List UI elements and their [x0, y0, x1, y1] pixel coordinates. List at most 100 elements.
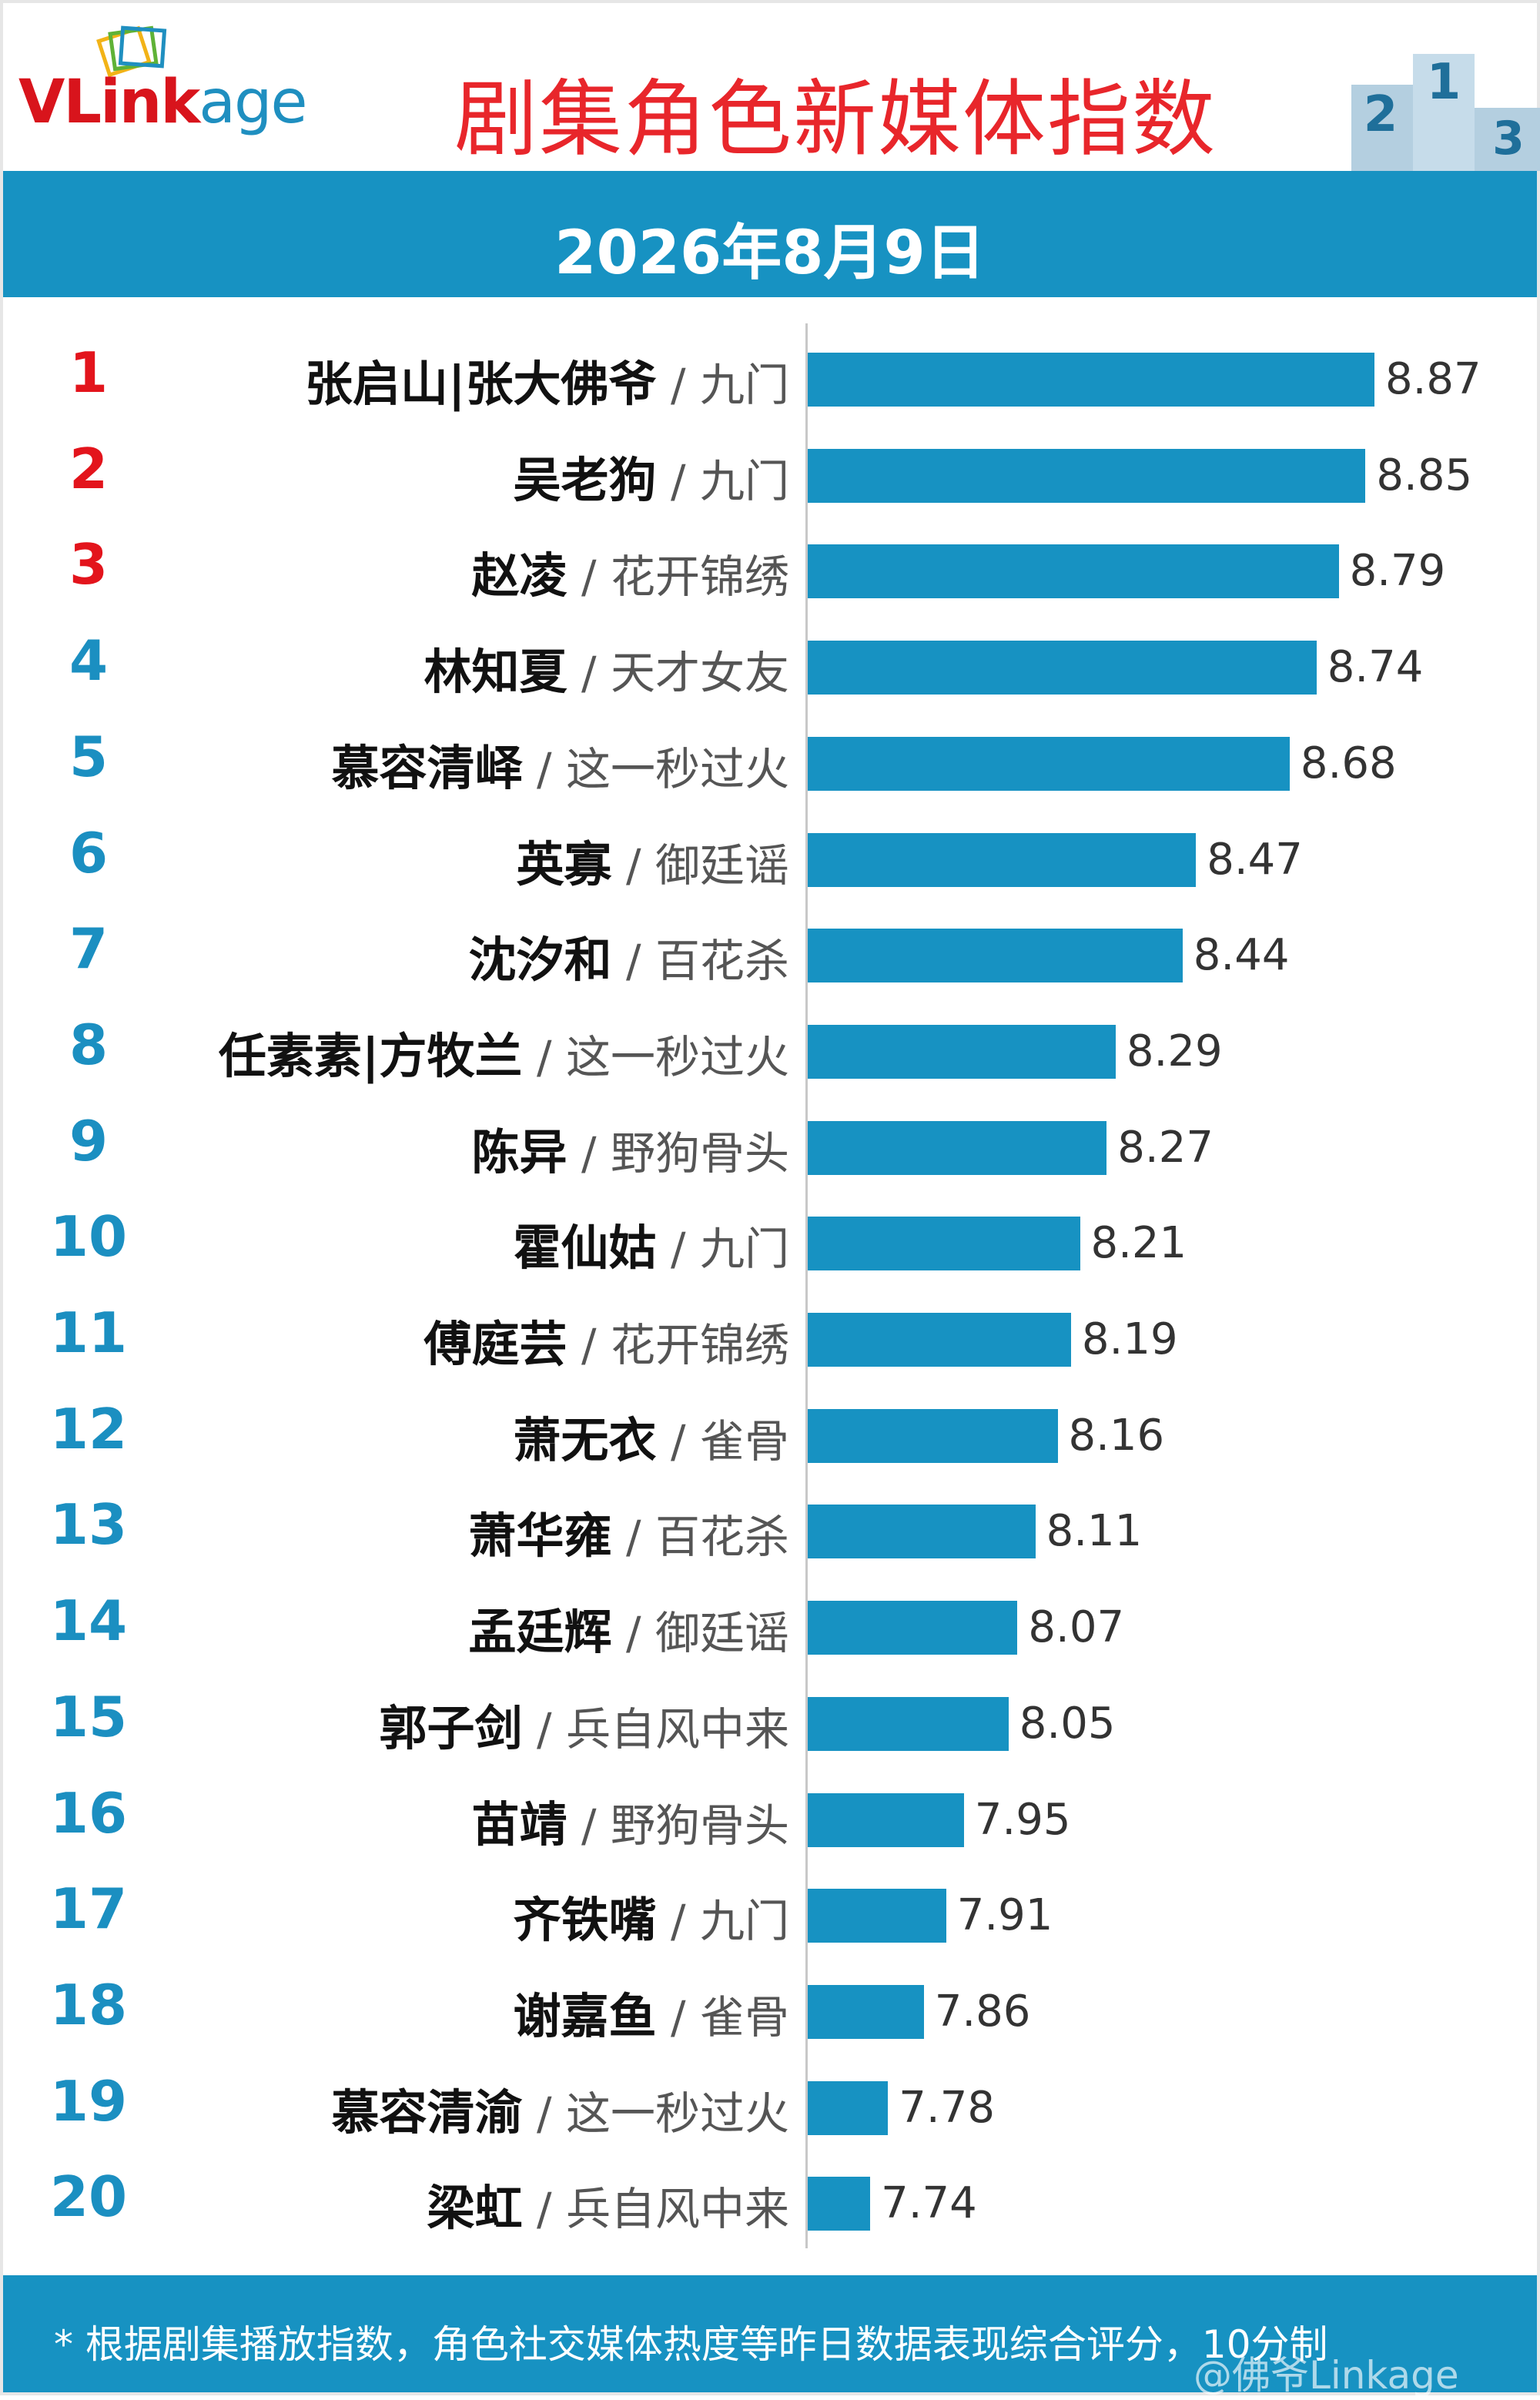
rank-number: 18	[49, 1972, 128, 2037]
data-label: 8.47	[1207, 834, 1303, 885]
category-label: 林知夏 / 天才女友	[424, 633, 789, 702]
drama-name: 兵自风中来	[565, 1702, 789, 1756]
drama-name: 九门	[699, 1223, 789, 1276]
category-label: 孟廷辉 / 御廷谣	[469, 1593, 789, 1662]
data-label: 8.05	[1019, 1698, 1116, 1749]
label-separator: /	[567, 1799, 611, 1852]
rank-number: 14	[49, 1588, 128, 1654]
label-separator: /	[522, 742, 566, 795]
rank-number: 13	[49, 1492, 128, 1558]
chart-row: 3 赵凌 / 花开锦绣 8.79	[0, 515, 1540, 611]
bar	[808, 929, 1183, 983]
drama-name: 雀骨	[699, 1990, 789, 2044]
category-label: 苗靖 / 野狗骨头	[472, 1786, 789, 1855]
role-name: 梁虹	[427, 2180, 523, 2237]
chart-row: 14 孟廷辉 / 御廷谣 8.07	[0, 1572, 1540, 1667]
drama-name: 花开锦绣	[610, 551, 789, 604]
rank-number: 20	[49, 2164, 128, 2230]
label-separator: /	[567, 551, 611, 604]
chart-row: 11 傅庭芸 / 花开锦绣 8.19	[0, 1284, 1540, 1379]
rank-number: 9	[69, 1108, 109, 1173]
bar	[808, 2080, 889, 2135]
data-label: 8.79	[1349, 546, 1446, 597]
chart-row: 16 苗靖 / 野狗骨头 7.95	[0, 1764, 1540, 1859]
data-label: 7.78	[899, 2082, 995, 2133]
chart-row: 1 张启山|张大佛爷 / 九门 8.87	[0, 323, 1540, 419]
podium-label-second: 2	[1364, 86, 1398, 143]
data-label: 8.19	[1081, 1314, 1178, 1364]
label-separator: /	[522, 1702, 566, 1756]
role-name: 郭子剑	[379, 1699, 523, 1756]
role-name: 慕容清峄	[331, 739, 523, 796]
data-label: 8.85	[1376, 450, 1473, 500]
weibo-watermark: @佛爷Linkage	[1194, 2353, 1459, 2398]
label-separator: /	[567, 1319, 611, 1371]
data-label: 8.16	[1068, 1410, 1165, 1461]
rank-number: 12	[49, 1396, 128, 1461]
label-separator: /	[656, 454, 700, 507]
rank-number: 17	[49, 1876, 128, 1942]
drama-name: 这一秒过火	[565, 742, 789, 795]
bar	[808, 736, 1290, 791]
bar	[808, 1217, 1080, 1271]
category-label: 傅庭芸 / 花开锦绣	[424, 1305, 789, 1374]
drama-name: 九门	[699, 1895, 789, 1948]
data-label: 8.44	[1193, 930, 1290, 981]
role-name: 英寡	[516, 835, 612, 892]
drama-name: 御廷谣	[654, 838, 789, 892]
label-separator: /	[611, 1511, 655, 1564]
data-label: 8.87	[1385, 354, 1481, 404]
data-label: 8.27	[1117, 1122, 1214, 1173]
data-label: 7.86	[934, 1986, 1031, 2037]
drama-name: 九门	[699, 454, 789, 507]
drama-name: 兵自风中来	[565, 2183, 789, 2236]
bar	[808, 1792, 964, 1847]
drama-name: 御廷谣	[654, 1607, 789, 1660]
bar	[808, 2177, 871, 2231]
label-separator: /	[656, 1990, 700, 2044]
chart-row: 13 萧华雍 / 百花杀 8.11	[0, 1475, 1540, 1571]
role-name: 张启山|张大佛爷	[304, 356, 657, 412]
bar	[808, 1889, 946, 1943]
chart-row: 6 英寡 / 御廷谣 8.47	[0, 804, 1540, 899]
rank-number: 6	[69, 820, 109, 885]
chart-axis-line	[805, 323, 808, 2248]
data-label: 8.07	[1028, 1602, 1125, 1653]
data-label: 7.74	[881, 2178, 977, 2229]
podium-label-first: 1	[1427, 54, 1461, 111]
label-separator: /	[611, 1607, 655, 1660]
data-label: 8.21	[1090, 1218, 1187, 1269]
rank-number: 11	[49, 1300, 128, 1365]
vlinkage-logo: VLinkage	[18, 23, 342, 154]
bar	[808, 641, 1317, 695]
role-name: 萧华雍	[468, 1508, 612, 1565]
label-separator: /	[656, 359, 700, 411]
rank-number: 2	[69, 436, 109, 501]
bar	[808, 544, 1339, 599]
category-label: 萧无衣 / 雀骨	[514, 1401, 789, 1471]
bar	[808, 1120, 1107, 1175]
category-label: 赵凌 / 花开锦绣	[472, 537, 789, 606]
role-name: 沈汐和	[468, 932, 612, 989]
category-label: 霍仙姑 / 九门	[514, 1209, 789, 1278]
chart-row: 17 齐铁嘴 / 九门 7.91	[0, 1859, 1540, 1955]
category-label: 郭子剑 / 兵自风中来	[380, 1689, 789, 1759]
role-name: 林知夏	[424, 644, 567, 701]
drama-name: 百花杀	[654, 935, 789, 988]
data-label: 8.68	[1300, 738, 1397, 788]
role-name: 谢嘉鱼	[513, 1987, 657, 2044]
bar	[808, 448, 1366, 503]
bar	[808, 1696, 1009, 1751]
chart-row: 5 慕容清峄 / 这一秒过火 8.68	[0, 708, 1540, 803]
rank-number: 16	[49, 1780, 128, 1846]
chart-row: 10 霍仙姑 / 九门 8.21	[0, 1187, 1540, 1283]
drama-name: 百花杀	[654, 1511, 789, 1564]
bar	[808, 832, 1197, 887]
label-separator: /	[611, 935, 655, 988]
podium-label-third: 3	[1492, 112, 1525, 166]
category-label: 谢嘉鱼 / 雀骨	[514, 1977, 789, 2047]
drama-name: 天才女友	[610, 647, 789, 700]
bar	[808, 353, 1374, 407]
rank-number: 10	[49, 1204, 128, 1270]
